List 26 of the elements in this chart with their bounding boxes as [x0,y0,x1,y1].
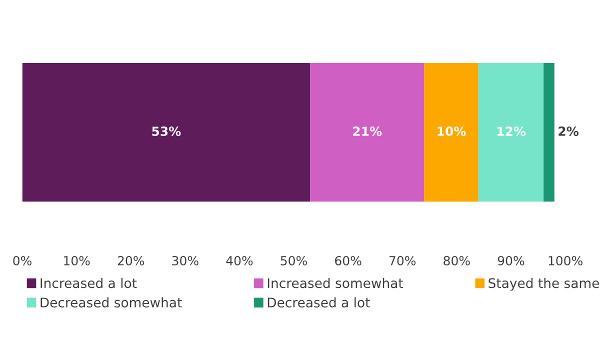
bar [424,63,478,202]
x-tick-label: 50% [280,256,307,266]
x-tick-label: 70% [390,256,416,266]
x-tick-label: 0% [13,256,32,266]
x-tick-label: 80% [444,256,470,266]
x-tick-label: 90% [498,256,524,266]
bar [478,63,544,202]
legend-label: Decreased a lot [268,297,370,308]
bar [310,63,424,202]
data-label: 10% [438,126,466,136]
data-label: 2% [558,126,578,136]
x-tick-label: 30% [172,256,198,266]
bar [544,63,554,202]
legend-label: Increased somewhat [268,278,404,288]
data-label: 53% [152,126,181,136]
data-label: 12% [497,126,526,136]
legend-label: Increased a lot [40,278,137,288]
x-tick-label: 100% [548,256,582,266]
data-label: 21% [353,126,382,136]
legend-label: Decreased somewhat [40,297,182,308]
bar [22,63,310,202]
x-tick-label: 40% [226,256,253,266]
x-tick-label: 20% [118,256,144,266]
legend-label: Stayed the same [488,278,600,291]
x-tick-label: 60% [335,256,362,266]
x-tick-label: 10% [64,256,90,266]
